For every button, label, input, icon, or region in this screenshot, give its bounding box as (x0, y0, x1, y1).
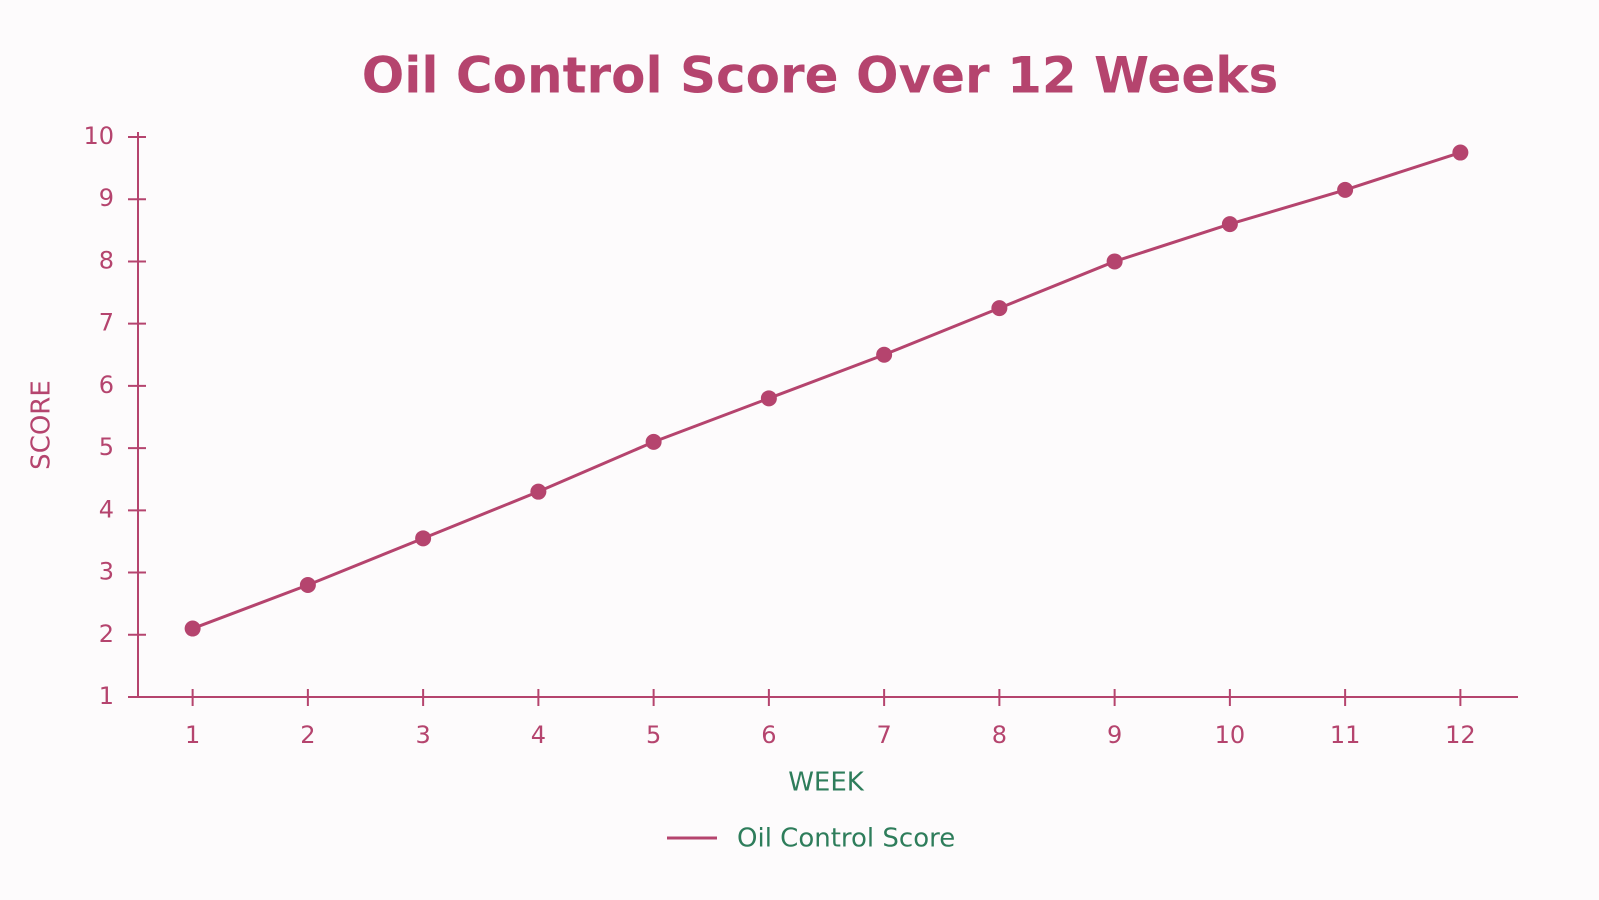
x-tick-label: 10 (1215, 721, 1246, 749)
y-tick-label: 9 (99, 184, 114, 212)
point (184, 620, 201, 637)
x-tick-label: 12 (1445, 721, 1476, 749)
point (299, 577, 316, 593)
x-tick-label: 8 (992, 721, 1007, 749)
y-tick-label: 2 (99, 620, 114, 648)
y-tick-label: 4 (99, 495, 114, 523)
point (1452, 144, 1469, 161)
x-tick-label: 9 (1107, 721, 1122, 749)
y-tick-label: 8 (99, 246, 114, 274)
x-axis-label: WEEK (788, 768, 865, 798)
point (1221, 216, 1238, 233)
x-tick-label: 5 (646, 721, 661, 749)
y-tick-label: 6 (99, 371, 114, 399)
point (991, 300, 1008, 317)
x-tick-label: 7 (876, 721, 891, 749)
x-tick-label: 1 (185, 721, 200, 749)
point (415, 530, 432, 547)
point (1106, 253, 1123, 270)
point (530, 483, 547, 500)
chart-title: Oil Control Score Over 12 Weeks (362, 47, 1279, 105)
y-axis-label: SCORE (27, 380, 57, 470)
y-tick-label: 1 (99, 682, 114, 710)
point (760, 390, 777, 407)
x-tick-label: 6 (761, 721, 776, 749)
y-tick-label: 10 (83, 122, 114, 150)
point (1337, 181, 1354, 198)
x-tick-label: 3 (415, 721, 430, 749)
y-tick-label: 5 (99, 433, 114, 461)
legend-label: Oil Control Score (737, 824, 955, 854)
x-tick-label: 11 (1330, 721, 1361, 749)
y-tick-label: 3 (99, 558, 114, 586)
point (876, 346, 893, 363)
point (645, 433, 662, 450)
y-tick-label: 7 (99, 309, 114, 337)
series-line (192, 151, 1461, 630)
x-tick-label: 4 (531, 721, 546, 749)
x-tick-label: 2 (300, 721, 315, 749)
